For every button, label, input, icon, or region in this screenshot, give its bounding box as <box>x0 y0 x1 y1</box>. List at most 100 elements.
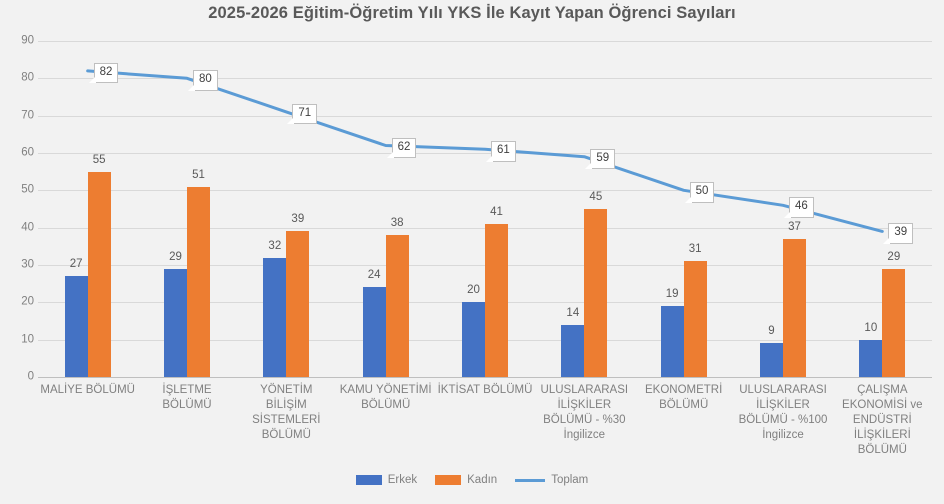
callout-tail <box>188 83 195 91</box>
legend-label: Kadın <box>467 474 498 486</box>
bar-label-kadın-1: 51 <box>192 168 205 181</box>
bar-label-kadın-4: 41 <box>490 205 503 218</box>
toplam-callout-6: 50 <box>683 182 715 204</box>
bar-label-erkek-3: 24 <box>367 269 381 282</box>
toplam-callout-2: 71 <box>286 103 318 126</box>
bar-erkek-0[interactable] <box>64 276 88 377</box>
gridline-70 <box>38 115 932 117</box>
legend-item-erkek[interactable]: Erkek <box>355 474 418 486</box>
bar-label-kadın-0: 55 <box>92 153 106 166</box>
bar-label-erkek-2: 32 <box>268 239 282 252</box>
callout-value: 62 <box>397 140 411 153</box>
bar-label-kadın-2: 39 <box>291 213 305 226</box>
bar-label-erkek-0: 27 <box>69 258 83 271</box>
x-axis-label-6: EKONOMETRİ BÖLÜMÜ <box>645 384 723 411</box>
bar-erkek-1[interactable] <box>164 268 187 377</box>
y-axis-tick-50: 50 <box>21 183 34 196</box>
callout-value: 50 <box>695 185 709 198</box>
bar-kadın-6[interactable] <box>683 261 707 377</box>
toplam-callout-5: 59 <box>584 148 616 171</box>
y-axis-tick-90: 90 <box>21 34 34 47</box>
callout-tail <box>883 236 891 244</box>
x-axis-label-1: İŞLETME BÖLÜMÜ <box>162 384 212 411</box>
bar-label-erkek-6: 19 <box>665 288 679 301</box>
callout-value: 46 <box>795 200 808 213</box>
bar-label-erkek-1: 29 <box>169 250 182 263</box>
callout-value: 39 <box>894 226 908 239</box>
callout-value: 82 <box>99 65 113 78</box>
legend-label: Toplam <box>551 474 589 486</box>
y-axis-tick-40: 40 <box>21 220 34 233</box>
x-axis-label-7: ULUSLARARASI İLİŞKİLER BÖLÜMÜ - %100 İng… <box>738 384 828 441</box>
gridline-90 <box>38 41 932 42</box>
chart-legend: Erkek Kadın Toplam <box>0 474 944 486</box>
toplam-callout-3: 62 <box>385 137 417 160</box>
x-axis-label-8: ÇALIŞMA EKONOMİSİ ve ENDÜSTRİ İLİŞKİLERİ… <box>842 384 923 456</box>
bar-label-kadın-6: 31 <box>688 243 702 256</box>
toplam-callout-1: 80 <box>187 70 218 92</box>
x-axis-category-labels: MALİYE BÖLÜMÜ İŞLETME BÖLÜMÜ YÖNETİM BİLİŞ… <box>38 383 932 468</box>
toplam-callout-0: 82 <box>87 62 119 85</box>
legend-label: Erkek <box>387 474 418 486</box>
gridline-60 <box>38 153 932 154</box>
bar-erkek-6[interactable] <box>660 306 684 377</box>
toplam-callout-8: 39 <box>882 223 914 245</box>
bar-label-erkek-5: 14 <box>566 306 580 319</box>
bar-erkek-3[interactable] <box>362 287 386 377</box>
bar-erkek-5[interactable] <box>561 324 585 377</box>
plot-area: 27 55 29 51 32 39 24 38 20 41 14 45 19 31 9 37 10 29 82 80… <box>38 41 932 378</box>
toplam-callout-4: 61 <box>485 141 516 163</box>
legend-line-marker <box>515 478 546 482</box>
y-axis-tick-labels: 0 10 20 30 40 50 60 70 80 90 <box>0 35 34 382</box>
bar-kadın-8[interactable] <box>882 268 906 377</box>
legend-swatch-kadın <box>435 475 462 485</box>
x-axis-label-2: YÖNETİM BİLİŞİM SİSTEMLERİ BÖLÜMÜ <box>252 384 321 441</box>
axis-baseline <box>38 377 932 378</box>
bar-kadın-7[interactable] <box>783 238 806 377</box>
bar-erkek-8[interactable] <box>859 339 883 377</box>
gridline-80 <box>38 78 932 80</box>
legend-swatch-erkek <box>355 475 382 485</box>
bar-kadın-0[interactable] <box>87 171 111 377</box>
callout-tail <box>287 117 295 125</box>
toplam-callout-7: 46 <box>783 197 814 219</box>
y-axis-tick-60: 60 <box>21 146 34 159</box>
legend-item-toplam[interactable]: Toplam <box>515 474 588 486</box>
bar-label-erkek-8: 10 <box>864 321 878 334</box>
bar-label-kadın-5: 45 <box>589 191 603 203</box>
callout-tail <box>88 76 96 84</box>
callout-tail <box>486 154 493 162</box>
callout-tail <box>585 162 593 170</box>
y-axis-tick-20: 20 <box>21 295 34 308</box>
callout-tail <box>386 151 394 159</box>
bar-erkek-2[interactable] <box>263 257 287 377</box>
bar-kadın-2[interactable] <box>286 231 310 377</box>
legend-item-kadın[interactable]: Kadın <box>435 474 497 486</box>
bar-kadın-1[interactable] <box>187 186 210 377</box>
callout-value: 80 <box>199 73 212 86</box>
x-axis-label-4: İKTİSAT BÖLÜMÜ <box>437 384 533 396</box>
bar-kadın-4[interactable] <box>485 223 508 377</box>
callout-value: 71 <box>298 106 312 119</box>
x-axis-label-5: ULUSLARARASI İLİŞKİLER BÖLÜMÜ - %30 İngi… <box>540 384 629 441</box>
y-axis-tick-80: 80 <box>21 71 34 84</box>
bar-label-kadın-3: 38 <box>390 217 404 230</box>
bar-erkek-4[interactable] <box>462 302 485 377</box>
callout-tail <box>684 195 692 203</box>
gridline-50 <box>38 190 932 192</box>
y-axis-tick-30: 30 <box>21 258 34 271</box>
bar-kadın-3[interactable] <box>385 235 409 377</box>
y-axis-tick-10: 10 <box>21 332 34 345</box>
x-axis-label-0: MALİYE BÖLÜMÜ <box>40 384 135 396</box>
bar-label-erkek-7: 9 <box>768 325 775 338</box>
callout-value: 61 <box>497 144 510 157</box>
bar-kadın-5[interactable] <box>584 209 608 377</box>
y-axis-tick-70: 70 <box>21 108 34 121</box>
x-axis-label-3: KAMU YÖNETİMİ BÖLÜMÜ <box>339 384 432 411</box>
bar-label-erkek-4: 20 <box>467 284 480 297</box>
callout-value: 59 <box>596 151 610 164</box>
chart-title: 2025-2026 Eğitim-Öğretim Yılı YKS İle Ka… <box>208 4 736 22</box>
bar-label-kadın-8: 29 <box>887 250 901 263</box>
bar-erkek-7[interactable] <box>760 343 783 377</box>
